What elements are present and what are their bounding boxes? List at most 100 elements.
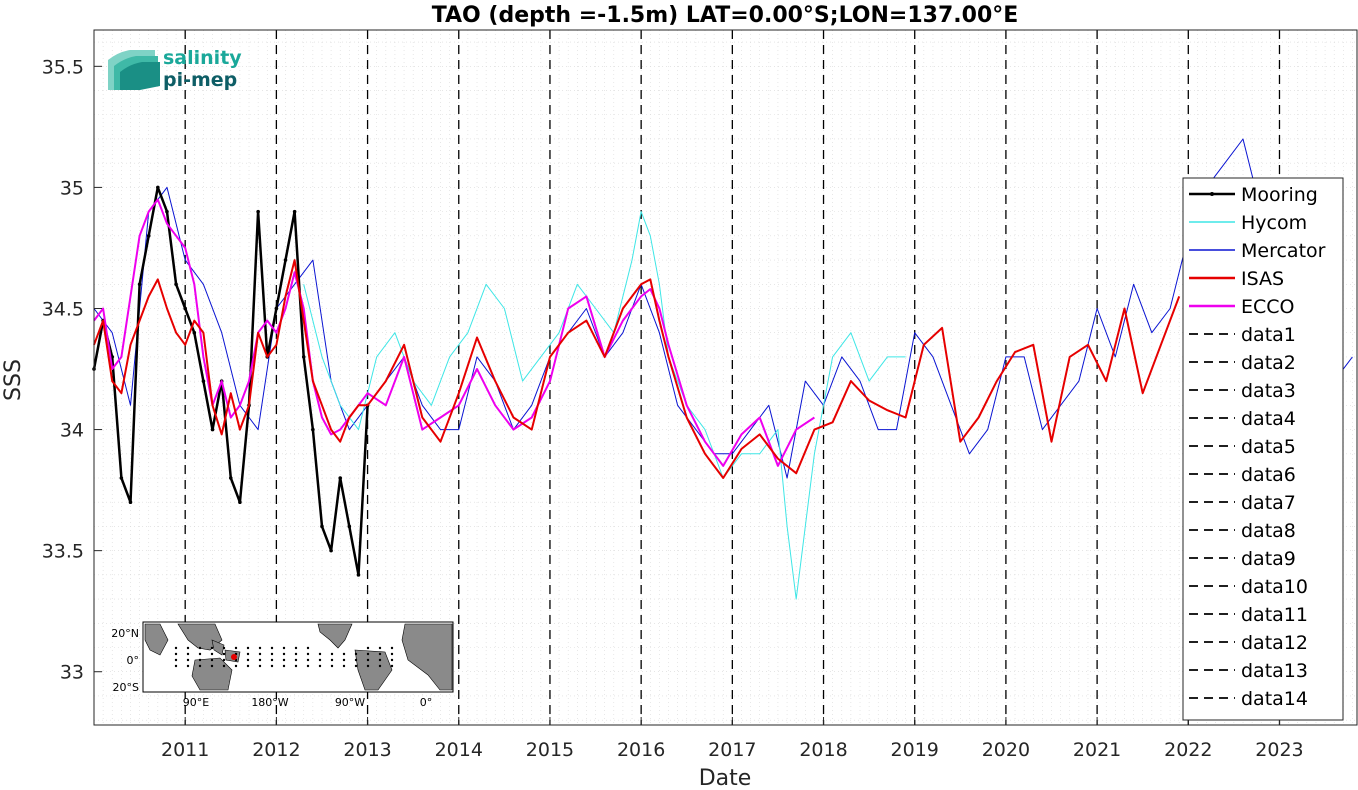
legend-label: data5 xyxy=(1241,436,1296,458)
inset-mooring-dot xyxy=(378,646,382,650)
series-point-mooring xyxy=(165,209,169,214)
series-point-mooring xyxy=(238,500,242,505)
series-point-mooring xyxy=(301,355,306,359)
series-point-mooring xyxy=(347,524,352,529)
inset-xtick-90w: 90°W xyxy=(335,696,365,709)
inset-mooring-dot xyxy=(342,652,346,656)
logo-line1: salinity xyxy=(163,47,242,69)
series-point-mooring xyxy=(192,330,197,335)
inset-mooring-dot xyxy=(258,646,262,650)
chart-title: TAO (depth =-1.5m) LAT=0.00°S;LON=137.00… xyxy=(432,3,1019,28)
inset-mooring-dot xyxy=(270,646,274,650)
x-tick-label: 2016 xyxy=(617,739,665,761)
series-point-mooring xyxy=(283,258,288,262)
inset-mooring-dot xyxy=(366,646,370,650)
y-tick-label: 34 xyxy=(60,420,84,442)
y-tick-label: 33 xyxy=(60,662,84,684)
inset-mooring-dot xyxy=(186,664,190,668)
inset-mooring-dot xyxy=(174,646,178,650)
inset-mooring-dot xyxy=(342,658,346,662)
legend-label: data7 xyxy=(1241,492,1296,514)
x-tick-label: 2023 xyxy=(1255,739,1303,761)
inset-mooring-dot xyxy=(270,664,274,668)
series-point-mooring xyxy=(119,476,124,480)
x-tick-label: 2011 xyxy=(161,739,209,761)
inset-xtick-0: 0° xyxy=(420,696,433,709)
inset-mooring-dot xyxy=(174,658,178,662)
inset-mooring-dot xyxy=(234,664,238,668)
inset-xtick-180w: 180°W xyxy=(251,696,288,709)
inset-mooring-dot xyxy=(258,664,262,668)
inset-mooring-dot xyxy=(210,664,214,668)
inset-mooring-dot xyxy=(390,658,394,662)
inset-ytick-0: 0° xyxy=(127,654,140,667)
series-point-mooring xyxy=(256,209,260,214)
inset-ytick-20n: 20°N xyxy=(111,627,139,640)
inset-mooring-dot xyxy=(270,652,274,656)
series-point-mooring xyxy=(228,476,233,480)
inset-mooring-dot xyxy=(294,664,298,668)
inset-mooring-dots xyxy=(174,646,394,668)
inset-mooring-dot xyxy=(270,658,274,662)
x-tick-label: 2015 xyxy=(526,739,574,761)
series-point-mooring xyxy=(274,306,279,311)
x-tick-label: 2017 xyxy=(708,739,756,761)
legend-label: ECCO xyxy=(1241,296,1295,318)
legend-label: Mercator xyxy=(1241,240,1326,262)
inset-mooring-dot xyxy=(342,664,346,668)
inset-mooring-dot xyxy=(306,664,310,668)
series-point-mooring xyxy=(183,306,187,311)
inset-mooring-dot xyxy=(330,652,334,656)
inset-mooring-dot xyxy=(198,652,202,656)
inset-mooring-dot xyxy=(210,658,214,662)
inset-mooring-dot xyxy=(222,652,226,656)
inset-mooring-dot xyxy=(378,664,382,668)
inset-mooring-dot xyxy=(366,664,370,668)
inset-mooring-dot xyxy=(306,646,310,650)
series-point-mooring xyxy=(210,427,215,432)
inset-mooring-dot xyxy=(222,664,226,668)
y-tick-labels: 33 33.5 34 34.5 35 35.5 xyxy=(42,56,102,684)
inset-mooring-dot xyxy=(198,646,202,650)
series-point-mooring xyxy=(174,282,178,287)
inset-mooring-dot xyxy=(246,664,250,668)
inset-mooring-dot xyxy=(210,646,214,650)
legend-label: data3 xyxy=(1241,380,1296,402)
legend-label: data4 xyxy=(1241,408,1296,430)
inset-mooring-dot xyxy=(186,646,190,650)
inset-mooring-dot xyxy=(186,658,190,662)
inset-mooring-dot xyxy=(198,664,202,668)
y-axis-label: SSS xyxy=(1,359,26,401)
legend-box xyxy=(1182,177,1344,721)
x-tick-label: 2013 xyxy=(343,739,391,761)
inset-land xyxy=(144,623,453,691)
inset-mooring-dot xyxy=(282,664,286,668)
x-tick-label: 2018 xyxy=(799,739,847,761)
inset-ytick-20s: 20°S xyxy=(113,681,139,694)
legend-label: data11 xyxy=(1241,604,1308,626)
inset-mooring-dot xyxy=(282,658,286,662)
x-axis-label: Date xyxy=(699,766,752,790)
inset-location-marker xyxy=(231,654,237,660)
x-tick-labels: 2011 2012 2013 2014 2015 2016 2017 2018 2019 2020… xyxy=(161,717,1304,761)
inset-mooring-dot xyxy=(306,658,310,662)
legend-label: Hycom xyxy=(1241,212,1307,234)
legend-label: data12 xyxy=(1241,632,1308,654)
x-tick-label: 2020 xyxy=(982,739,1030,761)
series-point-mooring xyxy=(201,379,206,383)
plot-grid xyxy=(93,30,1357,725)
series-line-hycom xyxy=(303,211,906,600)
series-point-mooring xyxy=(146,234,151,238)
legend-label: data10 xyxy=(1241,576,1308,598)
inset-mooring-dot xyxy=(246,652,250,656)
inset-xtick-90e: 90°E xyxy=(183,696,209,709)
logo-line2: pi-mep xyxy=(163,69,237,91)
inset-mooring-dot xyxy=(198,658,202,662)
inset-mooring-dot xyxy=(258,652,262,656)
inset-mooring-dot xyxy=(318,664,322,668)
inset-mooring-dot xyxy=(318,652,322,656)
inset-mooring-dot xyxy=(318,658,322,662)
legend-label: data13 xyxy=(1241,660,1308,682)
logo-waves-icon xyxy=(108,50,160,90)
